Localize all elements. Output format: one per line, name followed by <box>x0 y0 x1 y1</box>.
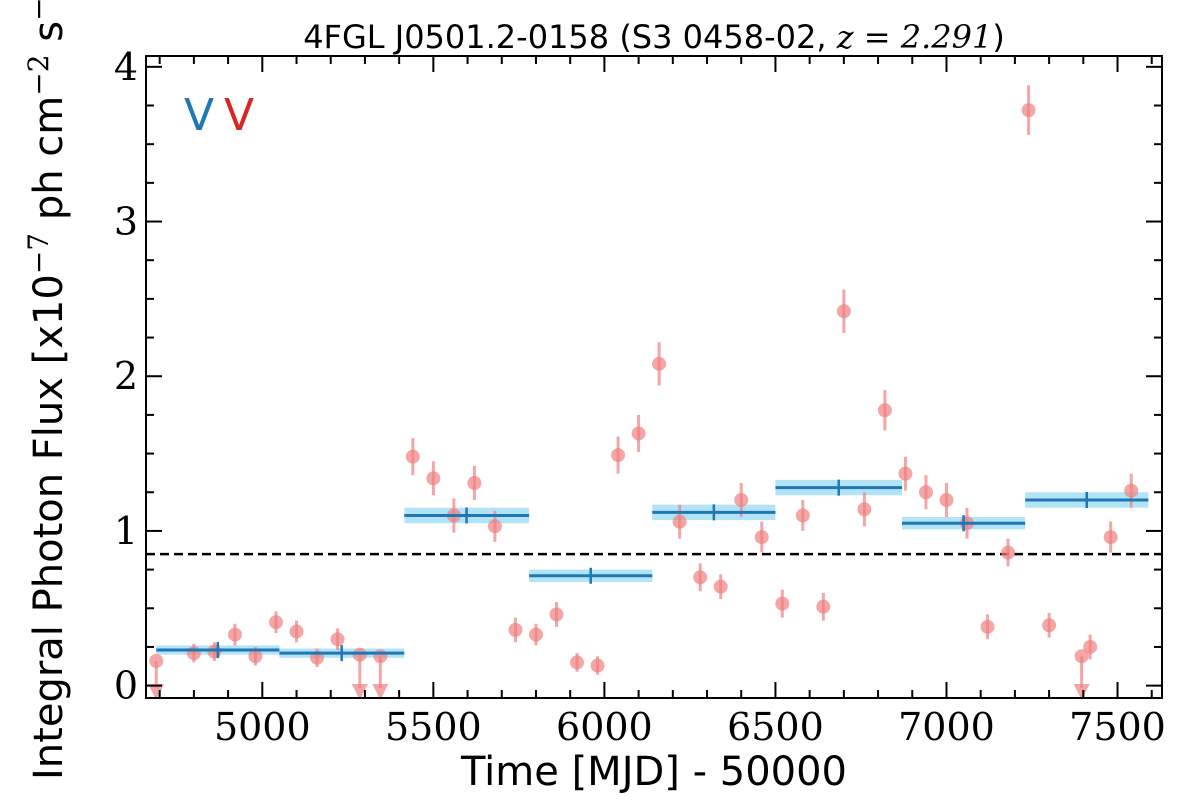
data-point <box>775 596 790 611</box>
x-tick-label: 5500 <box>385 705 482 749</box>
data-point <box>289 624 304 639</box>
upper-limit-arrow <box>148 684 165 698</box>
upper-limit-point <box>373 649 388 664</box>
data-point <box>330 632 345 647</box>
plot-area <box>146 85 1162 698</box>
annotation-letter-red: V <box>224 90 254 141</box>
y-axis-label: Integral Photon Flux [x10−7 ph cm−2 s−1] <box>22 0 72 780</box>
y-tick-label: 0 <box>114 664 138 708</box>
data-point <box>898 466 913 481</box>
y-tick-label: 2 <box>114 354 138 398</box>
data-point <box>426 471 441 486</box>
data-point <box>857 502 872 517</box>
upper-limit-arrow <box>372 684 389 698</box>
data-point <box>570 655 585 670</box>
x-axis-label: Time [MJD] - 50000 <box>460 749 847 795</box>
data-point <box>227 627 242 642</box>
chart-title: 4FGL J0501.2-0158 (S3 0458-02, z = 2.291… <box>303 18 1005 56</box>
upper-limit-arrow <box>351 684 368 698</box>
upper-limit-point <box>352 647 367 662</box>
y-tick-label: 3 <box>114 200 138 244</box>
data-point <box>207 644 222 659</box>
data-point <box>1042 618 1057 633</box>
upper-limit-point <box>149 653 164 668</box>
x-tick-label: 6500 <box>727 705 824 749</box>
x-tick-label: 5000 <box>214 705 311 749</box>
data-point <box>980 619 995 634</box>
data-point <box>816 599 831 614</box>
data-point <box>836 304 851 319</box>
data-point <box>528 627 543 642</box>
data-point <box>268 615 283 630</box>
upper-limit-arrow <box>1073 684 1090 698</box>
annotation-letter-blue: V <box>184 90 214 141</box>
data-point <box>1083 639 1098 654</box>
upper-limit-point <box>1074 649 1089 664</box>
data-point <box>631 426 646 441</box>
data-point <box>186 646 201 661</box>
data-point <box>1103 530 1118 545</box>
data-point <box>590 658 605 673</box>
x-tick-label: 6000 <box>556 705 653 749</box>
data-point <box>508 622 523 637</box>
data-point <box>487 519 502 534</box>
data-point <box>877 403 892 418</box>
data-point <box>549 607 564 622</box>
data-point <box>754 530 769 545</box>
data-point <box>795 508 810 523</box>
x-tick-label: 7000 <box>898 705 995 749</box>
data-point <box>1124 483 1139 498</box>
data-point <box>1021 103 1036 118</box>
axis-ticks: 5000 5500 6000 6500 7000 7500 0 1 2 3 4 <box>114 45 1166 749</box>
data-point <box>652 356 667 371</box>
y-tick-label: 1 <box>114 509 138 553</box>
data-point <box>467 475 482 490</box>
y-tick-label: 4 <box>114 45 138 89</box>
data-point <box>405 449 420 464</box>
data-point <box>918 485 933 500</box>
data-point <box>248 649 263 664</box>
data-point <box>1001 545 1016 560</box>
plot-frame <box>145 55 1163 699</box>
data-point <box>939 492 954 507</box>
data-point <box>672 514 687 529</box>
data-point <box>734 492 749 507</box>
data-point <box>693 570 708 585</box>
x-tick-label: 7500 <box>1069 705 1166 749</box>
data-point <box>611 448 626 463</box>
data-point <box>713 579 728 594</box>
